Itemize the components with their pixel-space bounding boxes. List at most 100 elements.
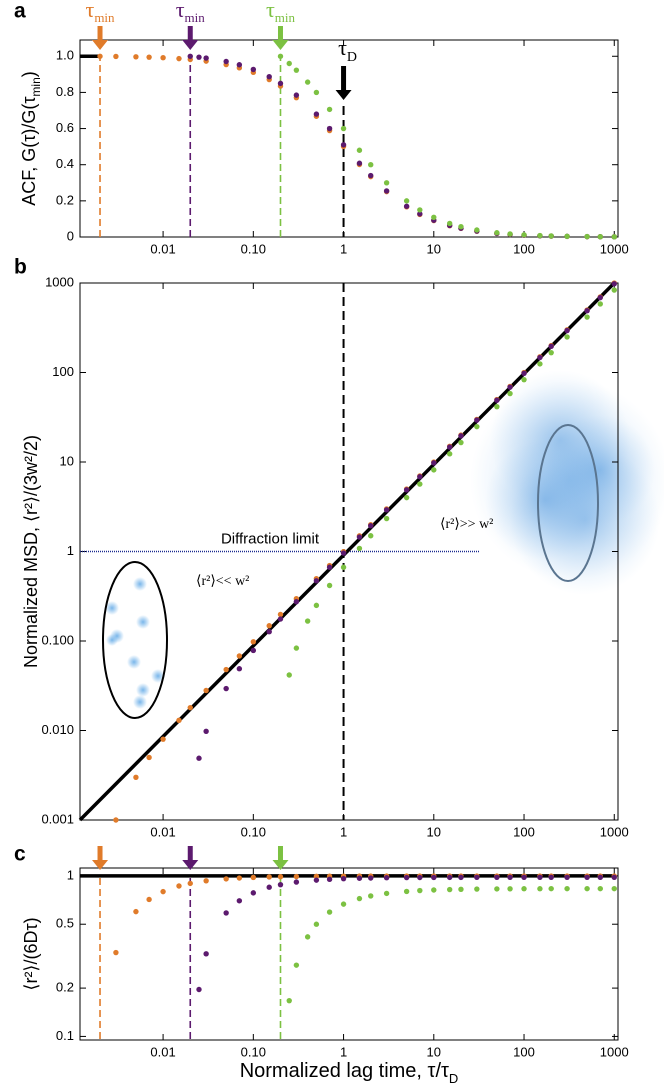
tau-min-label: τmin <box>266 0 296 25</box>
data-point <box>584 314 590 320</box>
data-point <box>548 343 554 350</box>
data-point <box>236 666 243 672</box>
data-point <box>548 349 554 356</box>
data-point <box>160 736 166 742</box>
blur-dot <box>105 601 119 615</box>
data-point <box>146 896 152 903</box>
y-axis-label-part: Normalized MSD, ⟨r²⟩/(3w²/2) <box>21 435 41 668</box>
blur-dot <box>151 669 165 683</box>
data-point <box>356 534 363 540</box>
data-point <box>286 997 292 1004</box>
data-point <box>356 895 363 902</box>
y-tick-label: 0 <box>67 228 74 243</box>
data-point <box>266 884 272 890</box>
x-tick-label: 0.10 <box>241 824 266 839</box>
data-point <box>203 728 209 734</box>
y-tick-label: 0.8 <box>56 84 74 99</box>
data-point <box>340 550 347 556</box>
data-point <box>223 666 229 673</box>
data-point <box>277 611 284 618</box>
y-tick-label: 10 <box>60 453 74 468</box>
data-point <box>97 53 103 59</box>
data-point <box>403 494 410 501</box>
blur-dot <box>127 655 141 669</box>
data-point <box>286 672 292 678</box>
data-point <box>313 111 320 117</box>
data-point <box>474 886 480 892</box>
data-point <box>474 227 480 233</box>
data-point <box>326 564 333 570</box>
data-point <box>417 474 423 480</box>
tau-d-label-part: τ <box>338 35 347 60</box>
data-point <box>340 564 347 570</box>
y-axis-label: ⟨r²⟩/(6Dτ) <box>21 917 41 990</box>
data-point <box>313 921 320 927</box>
x-tick-label: 1 <box>340 241 347 256</box>
data-point <box>474 417 480 423</box>
data-point <box>277 53 284 59</box>
data-point <box>458 874 464 881</box>
x-tick-label: 10 <box>427 824 441 839</box>
x-tick-label: 0.01 <box>150 1044 175 1059</box>
x-tick-label: 1000 <box>600 824 629 839</box>
data-point <box>611 885 617 892</box>
data-point <box>611 234 617 240</box>
panel-letter: c <box>14 843 26 866</box>
data-point <box>250 874 257 881</box>
data-point <box>383 515 390 522</box>
data-point <box>507 384 513 390</box>
panel-letter: b <box>14 256 27 279</box>
data-point <box>446 874 453 881</box>
data-point <box>326 106 333 113</box>
data-point <box>494 397 500 403</box>
data-point <box>203 55 209 61</box>
data-point <box>564 334 570 340</box>
data-point <box>494 874 500 881</box>
data-point <box>146 754 152 761</box>
data-point <box>187 880 193 887</box>
data-point <box>293 92 300 98</box>
data-point <box>313 602 320 609</box>
tau-min-label-part: τ <box>266 0 275 22</box>
data-point <box>597 885 603 892</box>
tau-min-label-part: τ <box>85 0 94 22</box>
data-point <box>383 890 390 897</box>
data-point <box>446 444 453 450</box>
data-point <box>494 230 500 236</box>
y-tick-label: 0.2 <box>56 980 74 995</box>
data-point <box>494 403 500 410</box>
plot-frame <box>79 39 619 238</box>
x-axis-label: Normalized lag time, τ/τD <box>240 1060 459 1086</box>
data-point <box>611 281 617 287</box>
data-point <box>368 523 374 529</box>
data-point <box>313 578 320 584</box>
data-point <box>494 886 500 892</box>
data-point <box>537 886 543 892</box>
data-point <box>368 533 374 539</box>
data-point <box>521 376 527 383</box>
data-point <box>223 685 229 692</box>
inset-label: ⟨r²⟩<< w² <box>196 574 249 589</box>
data-point <box>304 618 311 624</box>
arrow-shaft <box>97 846 103 861</box>
data-point <box>521 232 527 238</box>
data-point <box>223 876 229 882</box>
data-point <box>368 893 374 899</box>
y-tick-label: 1.0 <box>56 48 74 63</box>
data-point <box>266 73 272 80</box>
x-tick-label: 10 <box>427 1044 441 1059</box>
x-tick-label: 1 <box>340 824 347 839</box>
data-point <box>313 877 320 883</box>
data-point <box>356 875 363 881</box>
arrow-head <box>182 860 199 870</box>
data-point <box>340 142 347 148</box>
data-point <box>340 901 347 907</box>
data-point <box>584 308 590 314</box>
data-point <box>356 545 363 552</box>
data-point <box>293 962 300 968</box>
data-point <box>597 301 603 307</box>
y-tick-label: 0.2 <box>56 192 74 207</box>
data-point <box>403 874 410 881</box>
data-point <box>417 211 423 217</box>
data-point <box>564 327 570 334</box>
